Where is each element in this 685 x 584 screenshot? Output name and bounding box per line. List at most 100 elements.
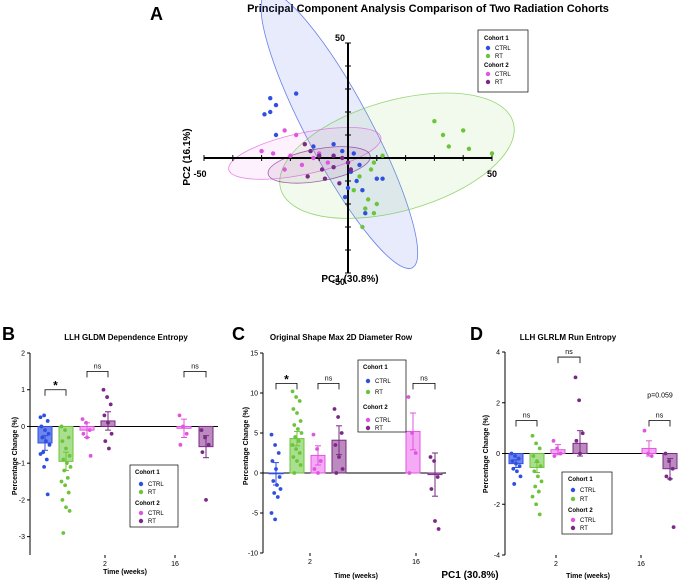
y-tick-label: 5 bbox=[254, 431, 258, 438]
data-point bbox=[406, 395, 411, 399]
data-point bbox=[294, 395, 298, 399]
data-point bbox=[64, 446, 68, 451]
legend-c1-rt: RT bbox=[375, 390, 383, 396]
data-point bbox=[512, 482, 517, 486]
legend-cohort1: Cohort 1 bbox=[484, 36, 509, 42]
data-point bbox=[106, 420, 110, 425]
legend-c2-rt: RT bbox=[148, 519, 156, 525]
data-point bbox=[536, 474, 540, 479]
data-point bbox=[531, 454, 536, 458]
data-point bbox=[536, 489, 541, 494]
legend-c1-ctrl: CTRL bbox=[580, 488, 596, 494]
panel-c-ylabel: Percentage Change (%) bbox=[243, 407, 250, 485]
panel-b-legend: Cohort 1 CTRL RT Cohort 2 CTRL RT bbox=[129, 464, 179, 528]
panel-d-letter: D bbox=[470, 324, 483, 344]
y-tick-label: 15 bbox=[250, 351, 258, 358]
legend-c1-rt-dot bbox=[485, 53, 491, 59]
panel-a-legend: Cohort 1 CTRL RT Cohort 2 CTRL RT bbox=[477, 29, 529, 93]
significance-label: ns bbox=[420, 375, 428, 382]
significance-bracket bbox=[317, 383, 340, 390]
legend-c2-ctrl: CTRL bbox=[148, 511, 164, 517]
data-point bbox=[204, 498, 208, 502]
pca-point bbox=[331, 165, 336, 170]
legend-c1-rt-dot bbox=[365, 389, 371, 395]
legend-cohort2: Cohort 2 bbox=[568, 508, 593, 514]
pca-point bbox=[299, 162, 305, 168]
data-point bbox=[84, 420, 88, 425]
panel-d-xlabel: Time (weeks) bbox=[566, 573, 610, 580]
legend-c1-rt: RT bbox=[148, 490, 156, 496]
data-point bbox=[333, 443, 338, 447]
pca-point bbox=[342, 194, 348, 200]
legend-box bbox=[561, 471, 613, 535]
data-point bbox=[65, 461, 69, 466]
data-point bbox=[60, 439, 65, 444]
data-point bbox=[61, 531, 66, 535]
data-point bbox=[291, 407, 296, 411]
data-point bbox=[271, 479, 276, 483]
pca-point bbox=[337, 181, 342, 186]
confidence-ellipse bbox=[267, 146, 371, 184]
significance-label: ns bbox=[191, 363, 199, 370]
legend-c2-ctrl-dot bbox=[365, 417, 371, 423]
y-tick-label: 50 bbox=[335, 33, 345, 43]
data-point bbox=[336, 415, 340, 419]
legend-cohort2: Cohort 2 bbox=[363, 405, 388, 411]
panel-b-plot: -3 -2 -1 0 1 2 2 16 * ns ns bbox=[19, 351, 218, 568]
pca-point bbox=[288, 153, 293, 158]
data-point bbox=[66, 490, 71, 495]
pca-point bbox=[302, 142, 307, 147]
data-point bbox=[59, 479, 64, 484]
pca-point bbox=[432, 119, 437, 124]
pca-point bbox=[268, 96, 273, 101]
pca-plot: -50 50 50 -50 bbox=[193, 0, 515, 287]
data-point bbox=[47, 442, 52, 447]
pca-point bbox=[360, 224, 365, 230]
data-point bbox=[278, 487, 283, 491]
data-point bbox=[274, 467, 278, 471]
legend-c2-rt: RT bbox=[580, 526, 588, 532]
data-point bbox=[291, 455, 296, 459]
data-point bbox=[539, 479, 544, 484]
pca-point bbox=[363, 211, 368, 216]
legend-c2-rt: RT bbox=[375, 426, 383, 432]
data-point bbox=[39, 424, 44, 429]
y-tick-label: -10 bbox=[248, 551, 258, 558]
data-point bbox=[334, 471, 339, 475]
data-point bbox=[206, 442, 211, 447]
significance-label: ns bbox=[325, 375, 333, 382]
data-point bbox=[298, 419, 303, 423]
data-point bbox=[298, 463, 303, 467]
pca-point bbox=[305, 174, 310, 179]
data-point bbox=[299, 431, 304, 435]
data-point bbox=[518, 474, 523, 479]
data-point bbox=[516, 456, 521, 461]
pca-point bbox=[340, 155, 345, 161]
data-point bbox=[295, 411, 299, 415]
legend-c1-ctrl: CTRL bbox=[495, 46, 511, 52]
data-point bbox=[290, 443, 295, 447]
pca-point bbox=[360, 188, 365, 193]
data-point bbox=[340, 467, 345, 471]
data-point bbox=[108, 402, 113, 407]
y-tick-label: 10 bbox=[250, 391, 258, 398]
legend-c1-rt: RT bbox=[495, 54, 503, 60]
data-point bbox=[270, 459, 275, 463]
legend-cohort2: Cohort 2 bbox=[135, 501, 160, 507]
data-point bbox=[294, 447, 298, 451]
data-point bbox=[428, 455, 433, 459]
legend-c1-ctrl-dot bbox=[365, 378, 371, 384]
pca-point bbox=[317, 153, 322, 158]
data-point bbox=[292, 423, 297, 427]
pca-point bbox=[380, 153, 385, 158]
pca-point bbox=[340, 148, 345, 154]
data-point bbox=[269, 432, 274, 437]
x-tick-label: 16 bbox=[171, 561, 179, 568]
pca-point bbox=[268, 109, 273, 115]
y-tick-label: -4 bbox=[494, 553, 500, 560]
legend-cohort1: Cohort 1 bbox=[568, 477, 593, 483]
data-point bbox=[577, 398, 581, 403]
data-point bbox=[178, 442, 183, 447]
p-value-label: p=0.059 bbox=[647, 393, 673, 400]
data-point bbox=[109, 431, 114, 436]
